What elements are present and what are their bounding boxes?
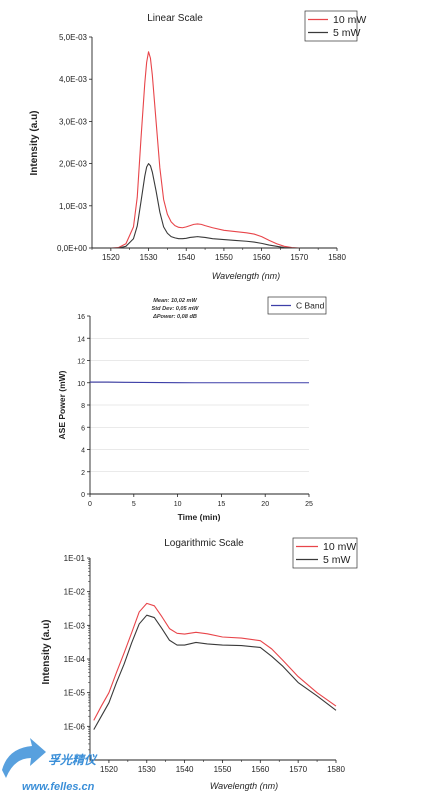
y-tick-label: 2,0E-03 xyxy=(59,160,88,169)
x-tick-label: 1530 xyxy=(138,765,156,774)
legend-box xyxy=(292,537,358,569)
x-tick-label: 15 xyxy=(218,501,226,508)
y-tick-label: 1E-06 xyxy=(64,722,86,731)
y-tick-label: 0 xyxy=(81,492,85,499)
chart-title: Linear Scale xyxy=(147,13,203,24)
legend-box xyxy=(267,296,327,315)
legend: 10 mW5 mW xyxy=(292,537,358,569)
watermark-url: www.felles.cn xyxy=(22,781,95,793)
y-tick-label: 1E-03 xyxy=(64,621,86,630)
y-tick-label: 1,0E-03 xyxy=(59,202,88,211)
x-tick-label: 0 xyxy=(88,501,92,508)
y-tick-label: 16 xyxy=(77,314,85,321)
y-axis-label: ASE Power (mW) xyxy=(57,370,67,439)
y-tick-label: 1E-04 xyxy=(64,655,86,664)
x-tick-label: 10 xyxy=(174,501,182,508)
y-tick-label: 6 xyxy=(81,425,85,432)
y-tick-label: 5,0E-03 xyxy=(59,33,88,42)
y-tick-label: 4 xyxy=(81,448,85,455)
chart-title: Logarithmic Scale xyxy=(164,538,244,549)
annotation: Mean: 10,02 mW xyxy=(153,298,197,304)
x-tick-label: 1560 xyxy=(253,253,271,262)
legend-label: 5 mW xyxy=(323,554,351,566)
annotation: ΔPower: 0,08 dB xyxy=(152,314,197,320)
x-tick-label: 1580 xyxy=(327,765,345,774)
x-tick-label: 1550 xyxy=(215,253,233,262)
x-axis-label: Wavelength (nm) xyxy=(212,271,280,281)
chart-3: 1520 1530 1540 1550 1560 1570 1580 1E-06 1E-05 1E… xyxy=(41,537,358,791)
series-line-10-mw xyxy=(110,51,300,249)
x-axis-label: Time (min) xyxy=(178,512,221,522)
chart-1: 1520 1530 1540 1550 1560 1570 1580 0,0E+00 1,0E-… xyxy=(29,10,366,281)
legend-box xyxy=(304,10,358,42)
watermark: 孚光精仪 www.felles.cn xyxy=(2,738,98,793)
x-tick-label: 20 xyxy=(261,501,269,508)
y-tick-label: 1E-05 xyxy=(64,689,86,698)
y-tick-label: 0,0E+00 xyxy=(57,244,88,253)
watermark-name: 孚光精仪 xyxy=(48,753,98,767)
y-tick-label: 1E-02 xyxy=(64,588,86,597)
x-tick-label: 1520 xyxy=(102,253,120,262)
legend-label: 10 mW xyxy=(333,14,366,26)
y-tick-label: 10 xyxy=(77,381,85,388)
y-tick-label: 12 xyxy=(77,359,85,366)
series-line-c-band xyxy=(90,381,309,384)
series-line-5-mw xyxy=(110,163,300,249)
x-tick-label: 1570 xyxy=(290,253,308,262)
x-axis-label: Wavelength (nm) xyxy=(210,781,278,791)
legend-label: 5 mW xyxy=(333,27,361,39)
y-tick-label: 8 xyxy=(81,403,85,410)
x-tick-label: 1570 xyxy=(289,765,307,774)
watermark-arrow-icon xyxy=(2,738,46,778)
x-tick-label: 1540 xyxy=(177,253,195,262)
x-tick-label: 1580 xyxy=(328,253,346,262)
y-tick-label: 2 xyxy=(81,470,85,477)
x-tick-label: 1520 xyxy=(100,765,118,774)
y-tick-label: 3,0E-03 xyxy=(59,117,88,126)
x-tick-label: 1530 xyxy=(140,253,158,262)
y-tick-label: 1E-01 xyxy=(64,554,86,563)
y-axis-label: Intensity (a.u) xyxy=(29,110,40,175)
chart-2: 0 5 10 15 20 25 0 2 4 6 8 10 12 14 16 Time (min) ASE Pow… xyxy=(57,296,327,522)
y-tick-label: 14 xyxy=(77,336,85,343)
legend: 10 mW5 mW xyxy=(304,10,366,42)
series-line-5-mw xyxy=(93,614,337,730)
legend: C Band xyxy=(267,296,327,315)
legend-label: 10 mW xyxy=(323,541,356,553)
series-line-10-mw xyxy=(93,602,337,721)
x-tick-label: 1560 xyxy=(251,765,269,774)
x-tick-label: 25 xyxy=(305,501,313,508)
annotation: Std Dev: 0,05 mW xyxy=(152,306,200,312)
x-tick-label: 1550 xyxy=(214,765,232,774)
x-tick-label: 1540 xyxy=(176,765,194,774)
x-tick-label: 5 xyxy=(132,501,136,508)
legend-label: C Band xyxy=(296,300,325,310)
y-tick-label: 4,0E-03 xyxy=(59,75,88,84)
y-axis-label: Intensity (a.u) xyxy=(41,619,52,684)
charts-root: 1520 1530 1540 1550 1560 1570 15800,0E+001,0E-… xyxy=(29,10,366,791)
